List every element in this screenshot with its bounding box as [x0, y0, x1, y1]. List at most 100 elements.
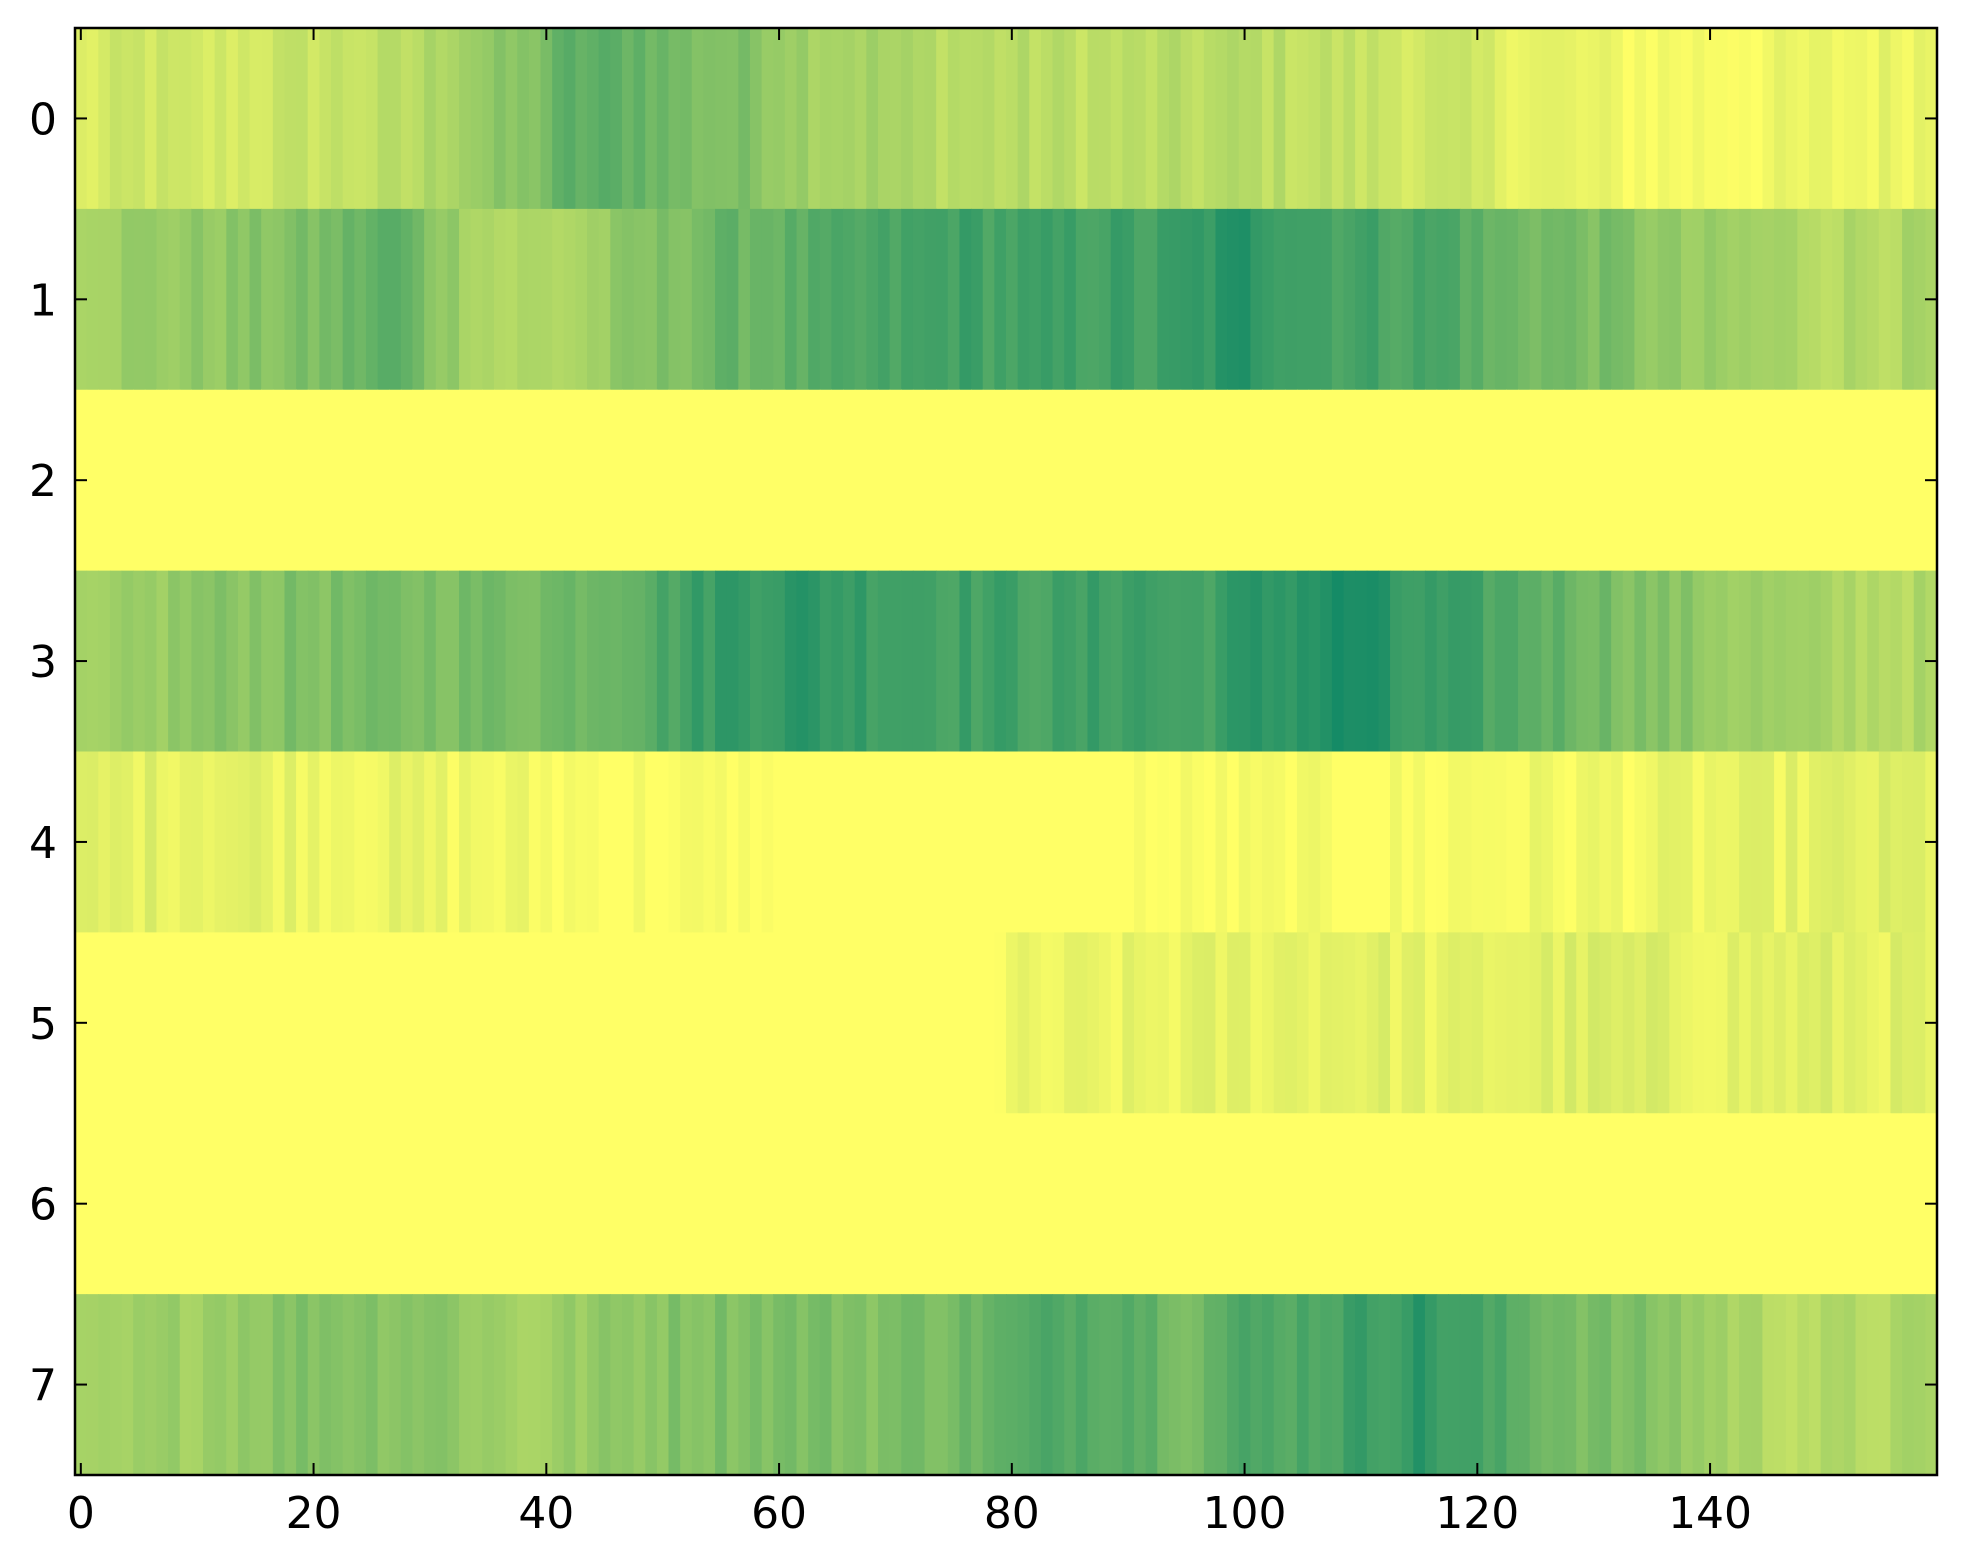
heatmap-cell — [1622, 389, 1636, 572]
heatmap-cell — [226, 1113, 239, 1295]
heatmap-cell — [808, 932, 821, 1114]
heatmap-cell — [1855, 28, 1868, 210]
heatmap-cell — [1087, 570, 1100, 753]
heatmap-cell — [133, 570, 146, 753]
heatmap-cell — [1052, 1294, 1065, 1476]
heatmap-cell — [1832, 751, 1845, 933]
heatmap-cell — [994, 570, 1007, 753]
heatmap-cell — [1320, 389, 1333, 572]
heatmap-cell — [389, 28, 402, 210]
heatmap-cell — [1436, 208, 1449, 391]
heatmap-cell — [109, 570, 123, 753]
heatmap-cell — [843, 1294, 856, 1476]
heatmap-cell — [540, 570, 553, 753]
heatmap-cell — [249, 389, 262, 572]
heatmap-cell — [540, 28, 553, 210]
heatmap-cell — [1378, 1113, 1391, 1295]
heatmap-cell — [598, 1294, 611, 1476]
heatmap-cell — [389, 1113, 402, 1295]
heatmap-cell — [843, 932, 856, 1114]
heatmap-cell — [1180, 751, 1193, 933]
heatmap-cell — [1343, 751, 1356, 933]
heatmap-cell — [621, 1294, 635, 1476]
heatmap-cell — [1099, 208, 1112, 391]
heatmap-cell — [1029, 1113, 1042, 1295]
heatmap-cell — [1506, 28, 1519, 210]
heatmap-cell — [528, 570, 542, 753]
heatmap-cell — [1087, 389, 1100, 572]
heatmap-cell — [226, 932, 239, 1114]
heatmap-cell — [854, 1113, 867, 1295]
heatmap-cell — [1378, 208, 1391, 391]
heatmap-cell — [1052, 570, 1065, 753]
heatmap-cells — [75, 28, 1938, 1476]
heatmap-cell — [1494, 28, 1508, 210]
heatmap-cell — [610, 389, 623, 572]
heatmap-cell — [1052, 28, 1065, 210]
heatmap-cell — [1832, 932, 1845, 1114]
heatmap-cell — [1227, 751, 1240, 933]
heatmap-cell — [749, 932, 763, 1114]
heatmap-cell — [819, 389, 833, 572]
heatmap-cell — [1180, 1113, 1193, 1295]
heatmap-cell — [296, 570, 309, 753]
heatmap-cell — [1774, 389, 1787, 572]
heatmap-cell — [633, 751, 646, 933]
heatmap-cell — [1040, 389, 1054, 572]
heatmap-cell — [261, 570, 274, 753]
heatmap-cell — [1611, 389, 1624, 572]
heatmap-cell — [1413, 1113, 1426, 1295]
heatmap-cell — [784, 28, 798, 210]
heatmap-cell — [1099, 570, 1112, 753]
heatmap-cell — [1774, 570, 1787, 753]
heatmap-cell — [1518, 1113, 1531, 1295]
heatmap-cell — [1227, 570, 1240, 753]
heatmap-cell — [738, 1113, 751, 1295]
heatmap-cell — [296, 28, 309, 210]
heatmap-cell — [1634, 1113, 1647, 1295]
heatmap-cell — [435, 208, 448, 391]
heatmap-cell — [156, 389, 169, 572]
heatmap-cell — [1390, 28, 1403, 210]
heatmap-cell — [540, 1294, 553, 1476]
heatmap-cell — [1646, 932, 1659, 1114]
heatmap-cell — [971, 208, 984, 391]
heatmap-cell — [1238, 1113, 1251, 1295]
heatmap-cell — [1867, 1113, 1880, 1295]
heatmap-cell — [563, 1113, 577, 1295]
heatmap-cell — [1378, 28, 1391, 210]
heatmap-cell — [1192, 1113, 1205, 1295]
heatmap-cell — [680, 932, 693, 1114]
heatmap-cell — [1634, 208, 1647, 391]
heatmap-cell — [1099, 1113, 1112, 1295]
heatmap-cell — [1494, 208, 1508, 391]
heatmap-cell — [249, 751, 262, 933]
heatmap-cell — [493, 28, 507, 210]
heatmap-cell — [1262, 570, 1275, 753]
heatmap-cell — [1320, 932, 1333, 1114]
heatmap-cell — [1704, 28, 1717, 210]
heatmap-cell — [1774, 28, 1787, 210]
heatmap-cell — [1134, 389, 1147, 572]
heatmap-cell — [1436, 1294, 1449, 1476]
heatmap-cell — [1145, 1113, 1158, 1295]
heatmap-cell — [843, 28, 856, 210]
heatmap-cell — [854, 570, 867, 753]
heatmap-cell — [1611, 570, 1624, 753]
heatmap-cell — [959, 1113, 972, 1295]
heatmap-cell — [982, 1113, 995, 1295]
heatmap-cell — [121, 1113, 134, 1295]
heatmap-cell — [1134, 1113, 1147, 1295]
heatmap-cell — [331, 1294, 344, 1476]
heatmap-cell — [1680, 389, 1694, 572]
heatmap-cell — [1296, 751, 1310, 933]
heatmap-cell — [645, 751, 658, 933]
heatmap-cell — [1587, 751, 1601, 933]
heatmap-cell — [1843, 1294, 1857, 1476]
heatmap-cell — [668, 1113, 681, 1295]
heatmap-cell — [144, 932, 158, 1114]
heatmap-cell — [1378, 389, 1391, 572]
heatmap-cell — [912, 1294, 926, 1476]
heatmap-cell — [1029, 570, 1042, 753]
heatmap-cell — [493, 208, 507, 391]
